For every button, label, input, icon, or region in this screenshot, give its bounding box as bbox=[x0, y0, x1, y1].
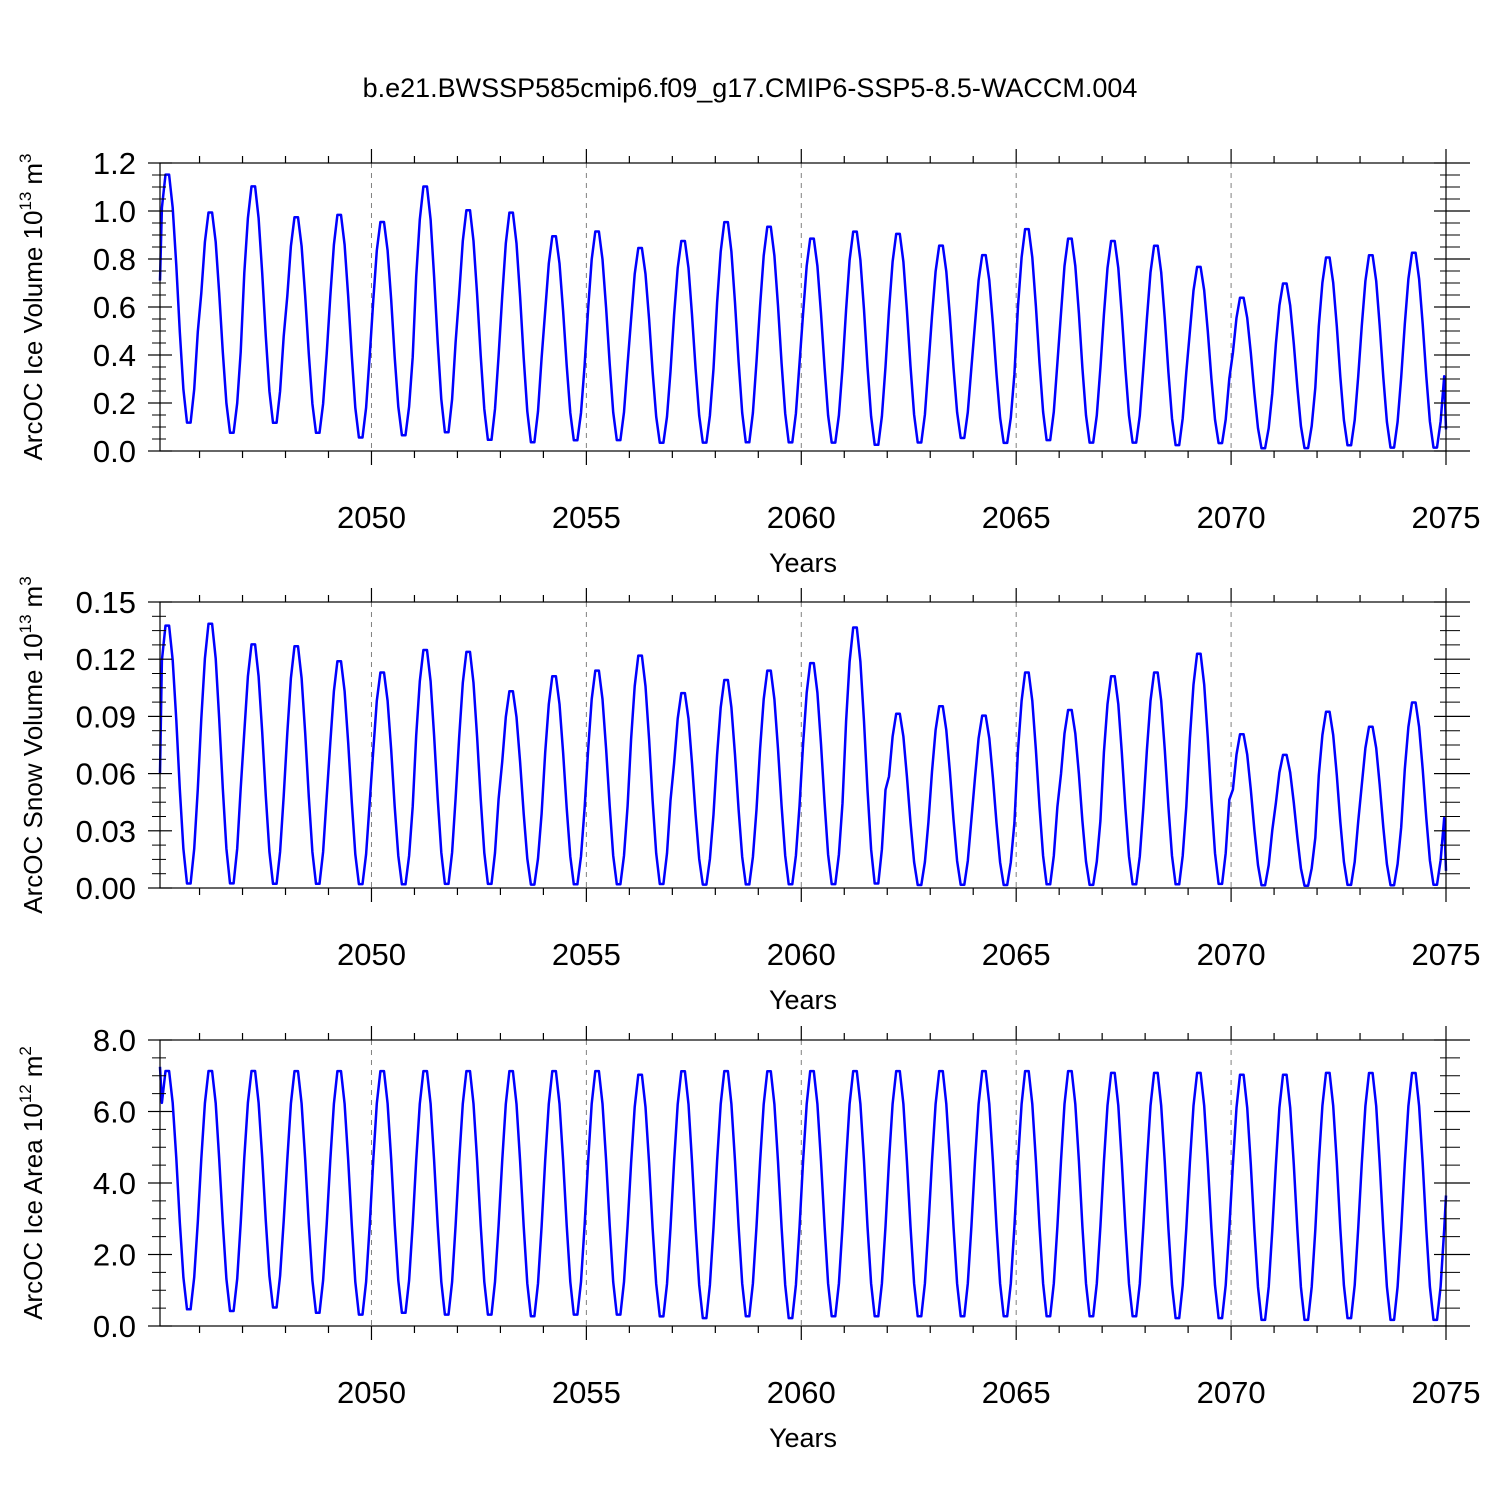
x-tick-label: 2075 bbox=[1412, 500, 1481, 535]
x-tick-label: 2060 bbox=[767, 1375, 836, 1410]
y-axis-label-unit: m bbox=[18, 1056, 48, 1078]
y-tick-label: 0.06 bbox=[76, 757, 136, 792]
y-axis-label: ArcOC Ice Volume 1013 m3 bbox=[16, 153, 48, 460]
series-line bbox=[158, 1066, 1448, 1322]
y-tick-label: 0.0 bbox=[93, 434, 136, 469]
y-axis-label-exp: 13 bbox=[16, 192, 35, 211]
x-tick-label: 2050 bbox=[337, 937, 406, 972]
y-tick-label: 8.0 bbox=[93, 1023, 136, 1058]
x-tick-label: 2055 bbox=[552, 500, 621, 535]
y-axis-label-exp: 12 bbox=[16, 1084, 35, 1103]
x-tick-label: 2050 bbox=[337, 500, 406, 535]
y-axis-label-unit-exp: 3 bbox=[16, 576, 35, 585]
x-tick-label: 2070 bbox=[1197, 937, 1266, 972]
y-axis-label-unit: m bbox=[18, 163, 48, 185]
y-axis-label-unit: m bbox=[18, 586, 48, 608]
y-tick-label: 0.8 bbox=[93, 242, 136, 277]
series-line bbox=[158, 622, 1448, 887]
series-line bbox=[158, 173, 1448, 450]
x-tick-label: 2070 bbox=[1197, 500, 1266, 535]
x-axis-label: Years bbox=[769, 1423, 837, 1453]
y-tick-label: 0.03 bbox=[76, 814, 136, 849]
y-axis-label-main: ArcOC Ice Volume 10 bbox=[18, 211, 48, 461]
y-tick-label: 0.4 bbox=[93, 338, 136, 373]
y-axis-label: ArcOC Ice Area 1012 m2 bbox=[16, 1046, 48, 1320]
y-axis-label-exp: 13 bbox=[16, 614, 35, 633]
chart-panel-3: 2050 2055 2060 2065 2070 2075 0.0 2.0 4.0 6.0 8.0 Y… bbox=[16, 1023, 1480, 1453]
x-tick-label: 2065 bbox=[982, 1375, 1051, 1410]
y-tick-label: 0.12 bbox=[76, 642, 136, 677]
y-tick-label: 0.0 bbox=[93, 1309, 136, 1344]
x-tick-label: 2060 bbox=[767, 500, 836, 535]
y-axis-label-unit-exp: 3 bbox=[16, 153, 35, 162]
x-axis-label: Years bbox=[769, 985, 837, 1015]
x-tick-label: 2065 bbox=[982, 500, 1051, 535]
x-axis-label: Years bbox=[769, 548, 837, 578]
y-tick-label: 0.00 bbox=[76, 871, 136, 906]
x-tick-label: 2065 bbox=[982, 937, 1051, 972]
chart-panel-2: 2050 2055 2060 2065 2070 2075 0.00 0.03 0.06 0.09… bbox=[16, 576, 1480, 1015]
y-tick-label: 0.6 bbox=[93, 290, 136, 325]
x-tick-label: 2070 bbox=[1197, 1375, 1266, 1410]
y-tick-label: 1.2 bbox=[93, 146, 136, 181]
x-tick-label: 2055 bbox=[552, 1375, 621, 1410]
x-tick-label: 2050 bbox=[337, 1375, 406, 1410]
figure-title: b.e21.BWSSP585cmip6.f09_g17.CMIP6-SSP5-8… bbox=[363, 73, 1138, 103]
y-tick-label: 0.2 bbox=[93, 386, 136, 421]
x-tick-label: 2075 bbox=[1412, 937, 1481, 972]
x-tick-label: 2075 bbox=[1412, 1375, 1481, 1410]
y-tick-label: 2.0 bbox=[93, 1238, 136, 1273]
y-tick-label: 0.15 bbox=[76, 585, 136, 620]
chart-panel-1: 2050 2055 2060 2065 2070 2075 0.0 0.2 0.4 0.6 0.8 1… bbox=[16, 146, 1480, 578]
x-tick-label: 2060 bbox=[767, 937, 836, 972]
x-tick-label: 2055 bbox=[552, 937, 621, 972]
y-tick-label: 6.0 bbox=[93, 1095, 136, 1130]
y-axis-label-main: ArcOC Ice Area 10 bbox=[18, 1103, 48, 1320]
y-axis-label-unit-exp: 2 bbox=[16, 1046, 35, 1055]
panels: 2050 2055 2060 2065 2070 2075 0.0 0.2 0.4 0.6 0.8 1… bbox=[16, 146, 1480, 1453]
y-tick-label: 1.0 bbox=[93, 194, 136, 229]
y-tick-label: 4.0 bbox=[93, 1166, 136, 1201]
y-axis-label-main: ArcOC Snow Volume 10 bbox=[18, 633, 48, 913]
y-axis-label: ArcOC Snow Volume 1013 m3 bbox=[16, 576, 48, 913]
y-tick-label: 0.09 bbox=[76, 699, 136, 734]
